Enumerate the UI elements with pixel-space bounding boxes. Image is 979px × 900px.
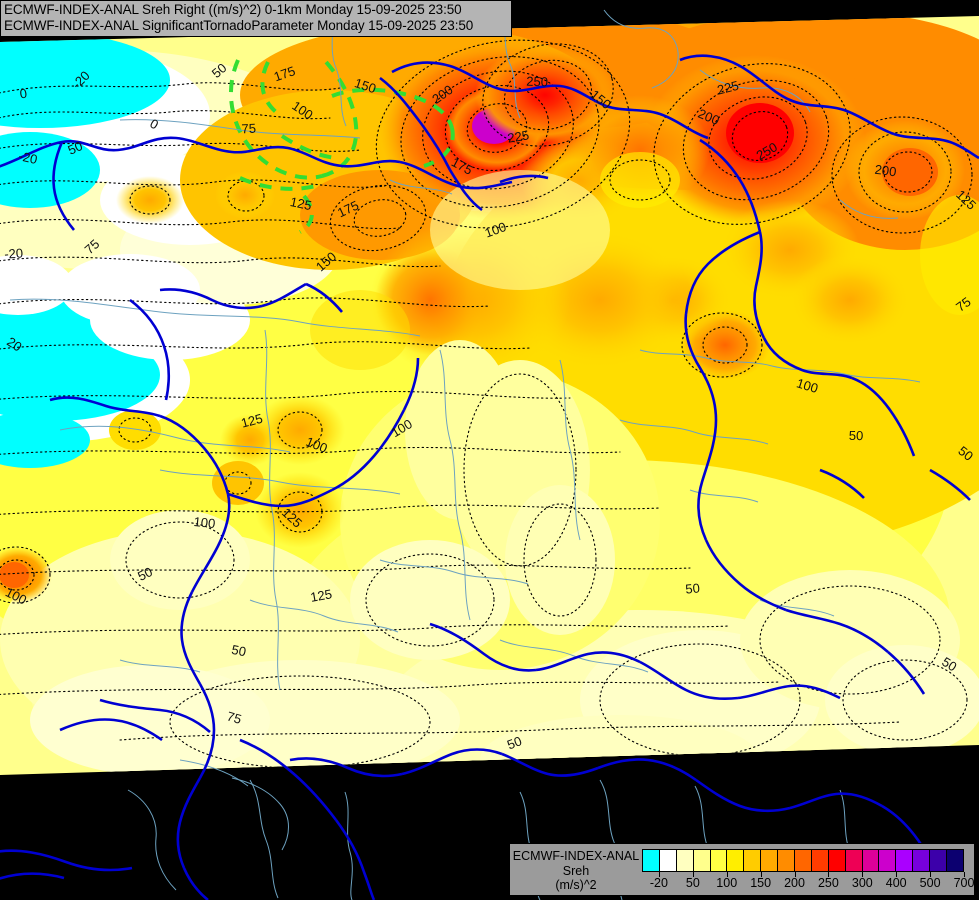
contour-label: 125	[309, 586, 333, 605]
legend-swatch-6[interactable]	[744, 850, 762, 871]
contour-label: 225	[716, 78, 741, 98]
contour-label: 0	[19, 86, 28, 102]
legend-swatch-7[interactable]	[761, 850, 779, 871]
legend-tick-label-3: 150	[750, 876, 772, 890]
legend-swatch-3[interactable]	[693, 850, 711, 871]
legend-scale: -20 50 100 150 200 250 300 400 500 700	[642, 849, 974, 892]
contour-label: 200	[874, 162, 897, 180]
contour-label: 50	[66, 138, 85, 158]
legend-tick-mark-5	[828, 872, 830, 877]
contour-label: 100	[795, 375, 820, 396]
legend-tick-label-6: 300	[851, 876, 873, 890]
legend-tick-mark-9	[964, 872, 965, 877]
legend-tick-mark-8	[930, 872, 932, 877]
legend-swatch-15[interactable]	[896, 850, 914, 871]
legend-swatch-4[interactable]	[710, 850, 728, 871]
contour-label: -20	[4, 245, 24, 261]
legend-units-label: (m/s)^2	[555, 878, 597, 892]
legend-tick-label-7: 400	[885, 876, 907, 890]
legend-swatch-10[interactable]	[811, 850, 829, 871]
contour-label: 100	[193, 514, 216, 531]
national-borders-layer	[0, 54, 979, 900]
contour-label: 125	[239, 411, 264, 431]
legend-tick-labels: -20 50 100 150 200 250 300 400 500 700	[642, 872, 974, 892]
legend-tick-label-4: 200	[784, 876, 805, 890]
legend-tick-mark-6	[862, 872, 864, 877]
colorbar-legend: ECMWF-INDEX-ANAL Sreh (m/s)^2 -20 50 100 15…	[509, 843, 975, 896]
contour-label: 75	[953, 294, 974, 315]
contour-label: 50	[230, 642, 247, 659]
legend-swatch-17[interactable]	[930, 850, 948, 871]
legend-tick-label-1: 50	[685, 876, 700, 890]
contour-label: 20	[4, 334, 24, 354]
contour-label: 50	[135, 564, 155, 584]
legend-tick-mark-7	[896, 872, 898, 877]
legend-tick-label-2: 100	[716, 876, 738, 890]
legend-tick-label-8: 500	[919, 876, 941, 890]
legend-swatch-1[interactable]	[659, 850, 677, 871]
legend-tick-mark-2	[726, 872, 728, 877]
legend-swatch-8[interactable]	[778, 850, 796, 871]
legend-swatch-2[interactable]	[676, 850, 694, 871]
legend-swatch-18[interactable]	[947, 850, 963, 871]
legend-field-label: Sreh	[562, 863, 590, 878]
contour-label: 125	[289, 194, 313, 213]
contour-label: 50	[849, 428, 864, 443]
contour-label: -20	[17, 148, 39, 167]
legend-swatch-5[interactable]	[727, 850, 745, 871]
legend-swatch-13[interactable]	[862, 850, 880, 871]
contour-label: 50	[685, 580, 701, 596]
legend-tick-label-0: -20	[649, 876, 668, 890]
sreh-contour-lines	[0, 39, 973, 769]
contour-label: 50	[939, 654, 959, 674]
legend-tick-mark-0	[658, 872, 660, 877]
legend-model-label: ECMWF-INDEX-ANAL	[512, 849, 640, 863]
contour-label: 225	[506, 127, 530, 145]
legend-swatch-12[interactable]	[845, 850, 863, 871]
legend-caption: ECMWF-INDEX-ANAL Sreh (m/s)^2	[510, 844, 642, 893]
contour-label: 50	[505, 733, 524, 752]
rivers-layer	[9, 5, 921, 900]
legend-tick-mark-4	[794, 872, 796, 877]
contour-label: 175	[272, 63, 297, 84]
legend-swatch-9[interactable]	[795, 850, 812, 871]
contour-label: 100	[483, 219, 509, 241]
legend-swatch-11[interactable]	[828, 850, 846, 871]
legend-tick-mark-3	[760, 872, 762, 877]
contour-label: 250	[526, 74, 548, 90]
legend-tick-mark-1	[692, 872, 694, 877]
title-line-sreh: ECMWF-INDEX-ANAL Sreh Right ((m/s)^2) 0-…	[4, 2, 462, 17]
legend-tick-label-9: 700	[953, 876, 975, 890]
contour-label: 75	[241, 121, 256, 137]
map-title-bar: ECMWF-INDEX-ANAL Sreh Right ((m/s)^2) 0-…	[0, 0, 512, 37]
legend-tick-label-5: 250	[817, 876, 839, 890]
title-line-stp: ECMWF-INDEX-ANAL SignificantTornadoParam…	[4, 18, 474, 33]
contour-label: 150	[353, 75, 378, 96]
legend-swatch-16[interactable]	[913, 850, 931, 871]
contour-label: 75	[225, 708, 243, 726]
legend-swatch-0[interactable]	[643, 850, 660, 871]
legend-swatch-14[interactable]	[879, 850, 897, 871]
legend-color-swatches[interactable]	[642, 849, 964, 872]
